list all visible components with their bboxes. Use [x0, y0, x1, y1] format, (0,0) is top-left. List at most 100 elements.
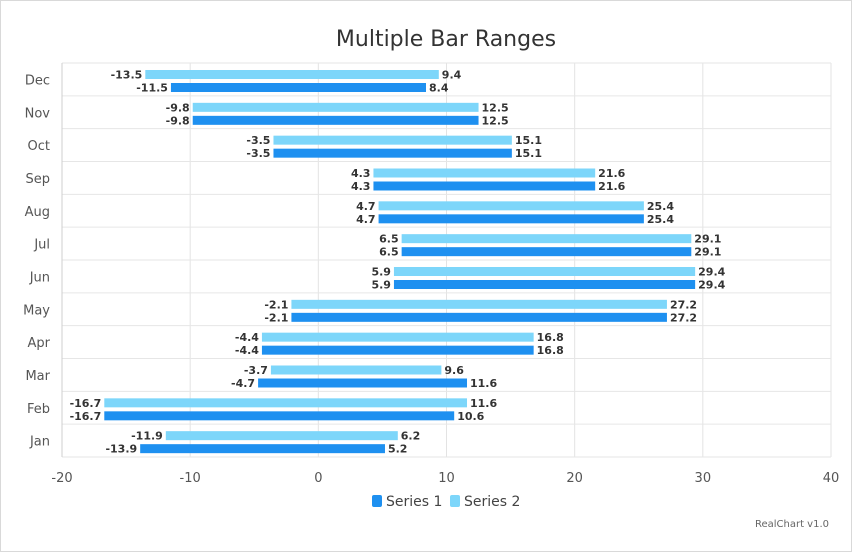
category-label: Jan [29, 435, 50, 450]
bar-series-1[interactable] [170, 83, 426, 92]
data-label-high: 29.4 [698, 266, 725, 279]
data-label-high: 29.4 [698, 279, 725, 292]
bar-series-1[interactable] [140, 444, 385, 454]
data-label-low: 4.3 [351, 180, 371, 193]
x-tick-label: 10 [438, 471, 455, 486]
category-label: May [23, 303, 50, 318]
data-label-high: 8.4 [429, 82, 449, 95]
bar-series-2[interactable] [165, 431, 398, 441]
data-label-low: 4.3 [351, 167, 371, 180]
data-label-low: -3.5 [246, 134, 270, 147]
bar-series-2[interactable] [401, 234, 692, 244]
category-label: Nov [25, 106, 51, 121]
data-label-low: -16.7 [70, 410, 102, 423]
data-label-high: 25.4 [647, 200, 674, 213]
data-label-low: -16.7 [70, 397, 102, 410]
data-label-high: 21.6 [598, 180, 625, 193]
legend-label[interactable]: Series 1 [386, 494, 442, 510]
bar-series-1[interactable] [273, 148, 512, 158]
data-label-low: -13.5 [111, 69, 143, 82]
data-label-high: 29.1 [694, 246, 721, 259]
data-label-low: 4.7 [356, 200, 376, 213]
bar-series-1[interactable] [258, 378, 468, 388]
bar-series-2[interactable] [104, 398, 468, 408]
bar-series-2[interactable] [145, 70, 439, 79]
data-label-low: 5.9 [371, 279, 391, 292]
bar-series-1[interactable] [291, 312, 667, 322]
data-label-high: 12.5 [482, 101, 509, 114]
x-tick-label: 40 [823, 471, 840, 486]
data-label-low: 5.9 [371, 266, 391, 279]
data-label-high: 9.4 [442, 69, 462, 82]
bar-series-1[interactable] [192, 115, 479, 125]
bar-series-1[interactable] [378, 214, 644, 224]
data-label-low: -13.9 [105, 443, 137, 456]
data-label-high: 25.4 [647, 213, 674, 226]
x-tick-label: -10 [180, 471, 201, 486]
bar-series-1[interactable] [104, 411, 455, 421]
data-label-low: -4.4 [235, 331, 259, 344]
data-label-high: 10.6 [457, 410, 484, 423]
data-label-high: 27.2 [670, 298, 697, 311]
bar-series-2[interactable] [192, 102, 479, 112]
bar-series-1[interactable] [393, 280, 696, 289]
data-label-low: 6.5 [379, 233, 399, 246]
bar-series-2[interactable] [261, 332, 534, 342]
data-label-high: 5.2 [388, 443, 408, 456]
data-label-high: 21.6 [598, 167, 625, 180]
data-label-low: -2.1 [264, 298, 288, 311]
data-label-high: 29.1 [694, 233, 721, 246]
bar-series-1[interactable] [261, 345, 534, 355]
legend-marker[interactable] [450, 495, 460, 507]
x-tick-label: 20 [566, 471, 583, 486]
category-label: Dec [25, 73, 50, 88]
grid [61, 62, 832, 458]
data-label-high: 11.6 [470, 377, 497, 390]
data-label-low: -3.7 [244, 364, 268, 377]
category-label: Jul [33, 238, 50, 253]
legend-marker[interactable] [372, 495, 382, 507]
data-label-high: 16.8 [537, 331, 564, 344]
data-label-low: -4.7 [231, 377, 255, 390]
data-label-low: -2.1 [264, 311, 288, 324]
credits-text: RealChart v1.0 [755, 519, 829, 530]
data-label-high: 16.8 [537, 344, 564, 357]
data-label-high: 15.1 [515, 134, 542, 147]
data-label-low: 6.5 [379, 246, 399, 259]
data-label-low: -9.8 [166, 114, 190, 127]
bar-series-1[interactable] [373, 181, 596, 191]
category-label: Feb [27, 402, 50, 417]
bar-series-1[interactable] [401, 247, 692, 257]
bar-series-2[interactable] [393, 267, 696, 276]
category-label: Aug [25, 205, 50, 220]
data-label-high: 9.6 [444, 364, 464, 377]
category-label: Jun [29, 270, 50, 285]
data-label-low: -9.8 [166, 101, 190, 114]
data-labels: -13.9 5.2 -16.7 10.6 -4.7 11.6 -4.4 16.8 -2.1 27.… [70, 69, 726, 456]
bar-series-2[interactable] [291, 299, 667, 309]
chart-title: Multiple Bar Ranges [336, 27, 556, 52]
bar-series-2[interactable] [378, 201, 644, 211]
bar-series-2[interactable] [273, 135, 512, 145]
data-label-low: 4.7 [356, 213, 376, 226]
x-tick-label: -20 [51, 471, 72, 486]
data-label-low: -3.5 [246, 147, 270, 160]
data-label-low: -4.4 [235, 344, 259, 357]
x-tick-label: 0 [314, 471, 322, 486]
category-label: Mar [25, 369, 50, 384]
data-label-high: 11.6 [470, 397, 497, 410]
category-label: Apr [28, 336, 51, 351]
bar-series-2[interactable] [373, 168, 596, 178]
legend-label[interactable]: Series 2 [464, 494, 520, 510]
legend[interactable]: Series 1 Series 2 [372, 494, 520, 510]
data-label-low: -11.5 [136, 82, 168, 95]
data-label-high: 12.5 [482, 114, 509, 127]
data-label-low: -11.9 [131, 430, 163, 443]
category-label: Sep [25, 172, 50, 187]
axes: -20 -10 0 10 20 30 40 Jan Feb Mar Apr May Jun Jul Aug S… [23, 63, 839, 486]
category-label: Oct [28, 139, 50, 154]
bar-series-2[interactable] [270, 365, 442, 375]
data-label-high: 15.1 [515, 147, 542, 160]
